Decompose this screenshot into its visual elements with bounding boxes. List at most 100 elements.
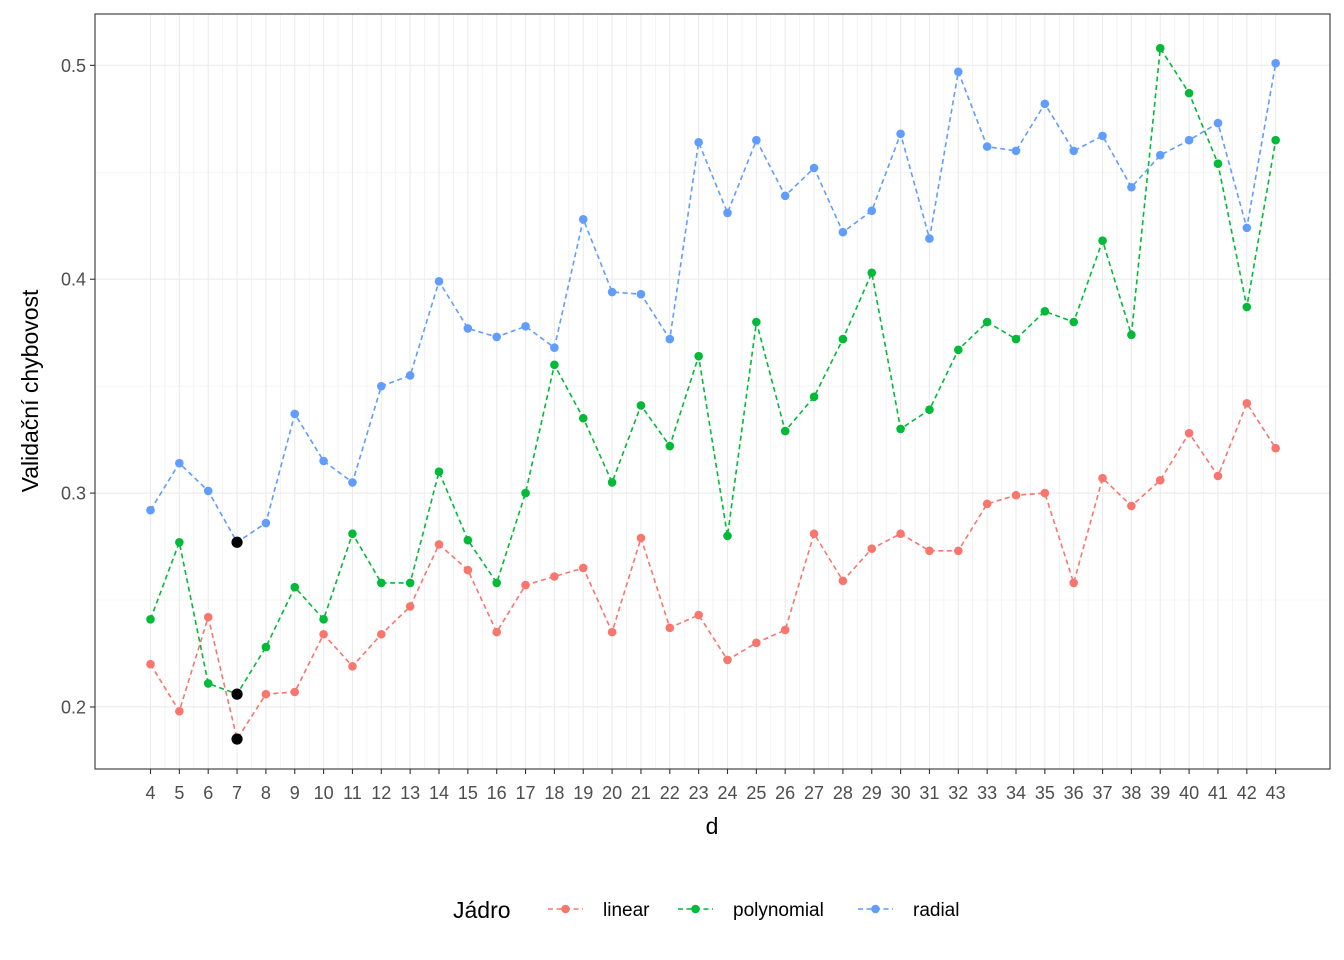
- data-point-radial: [954, 67, 963, 77]
- data-point-polynomial: [1069, 317, 1078, 327]
- x-tick-label: 38: [1121, 783, 1141, 803]
- legend-item-radial: radial: [858, 900, 959, 921]
- x-axis: 4 5 6 7 8 9 10 11 12 13 14 15 16 17 18 19 20 21 22 23 24 25 26…: [145, 769, 1286, 803]
- data-point-linear: [809, 529, 819, 539]
- data-point-linear: [694, 610, 703, 620]
- data-point-radial: [578, 215, 588, 224]
- data-point-radial: [521, 321, 530, 331]
- data-point-polynomial: [1011, 334, 1021, 344]
- y-axis-title: Validační chybovost: [17, 289, 43, 492]
- series-line-polynomial: [149, 45, 1277, 696]
- data-point-linear: [146, 659, 155, 669]
- x-tick-label: 5: [174, 783, 184, 803]
- data-point-polynomial: [492, 578, 502, 588]
- data-point-radial: [752, 135, 761, 145]
- data-point-polynomial: [146, 614, 155, 624]
- data-point-polynomial: [1271, 135, 1280, 145]
- data-point-polynomial: [290, 582, 300, 592]
- data-point-polynomial: [377, 578, 386, 588]
- data-point-polynomial: [809, 392, 819, 402]
- data-point-radial: [838, 227, 848, 237]
- data-point-radial: [203, 486, 213, 496]
- data-point-linear: [954, 546, 963, 556]
- data-point-polynomial: [867, 268, 877, 278]
- x-tick-label: 18: [544, 783, 564, 803]
- data-point-linear: [1098, 473, 1107, 483]
- data-point-radial: [1155, 150, 1165, 160]
- series-linear: [146, 398, 1280, 744]
- series-line-radial: [149, 63, 1277, 544]
- x-tick-label: 30: [891, 783, 911, 803]
- data-point-linear: [175, 706, 184, 716]
- data-point-polynomial: [954, 345, 963, 355]
- data-point-linear: [521, 580, 530, 590]
- legend-keys: linear polynomial radial: [548, 900, 959, 921]
- legend-key-point-linear: [561, 904, 570, 914]
- x-tick-label: 34: [1006, 783, 1026, 803]
- x-tick-label: 28: [833, 783, 853, 803]
- x-tick-label: 17: [516, 783, 536, 803]
- data-point-polynomial: [1184, 88, 1194, 98]
- data-point-polynomial: [694, 351, 703, 361]
- data-point-linear: [203, 612, 213, 622]
- data-point-polynomial: [780, 426, 790, 436]
- data-point-linear: [665, 623, 675, 633]
- data-point-radial: [665, 334, 675, 344]
- data-point-radial: [896, 129, 905, 139]
- x-tick-label: 20: [602, 783, 622, 803]
- data-point-linear: [896, 529, 905, 539]
- data-point-linear: [607, 627, 617, 637]
- x-tick-label: 33: [977, 783, 997, 803]
- x-tick-label: 42: [1237, 783, 1257, 803]
- data-point-linear: [550, 572, 559, 581]
- x-tick-label: 8: [261, 783, 271, 803]
- highlight-point: [231, 536, 243, 548]
- data-point-radial: [550, 343, 559, 352]
- data-point-radial: [463, 324, 473, 333]
- data-point-polynomial: [752, 317, 761, 327]
- x-tick-label: 35: [1035, 783, 1055, 803]
- data-point-linear: [348, 662, 357, 671]
- legend: Jádro linear polynomial radial: [453, 897, 959, 923]
- data-point-polynomial: [261, 642, 271, 652]
- data-point-linear: [377, 629, 386, 639]
- data-point-linear: [463, 565, 473, 575]
- data-point-radial: [1213, 118, 1223, 128]
- x-tick-label: 7: [232, 783, 242, 803]
- data-point-polynomial: [348, 529, 357, 539]
- panel-border: [94, 13, 1331, 770]
- data-point-polynomial: [1213, 159, 1223, 169]
- legend-item-linear: linear: [548, 900, 650, 921]
- x-tick-label: 25: [746, 783, 766, 803]
- y-tick-label: 0.4: [61, 270, 86, 290]
- data-point-radial: [434, 277, 444, 286]
- data-point-polynomial: [607, 478, 617, 487]
- data-point-linear: [1271, 443, 1280, 453]
- data-point-polynomial: [636, 401, 646, 410]
- x-tick-label: 36: [1064, 783, 1084, 803]
- legend-label-linear: linear: [603, 900, 650, 921]
- x-tick-label: 15: [458, 783, 478, 803]
- x-tick-label: 37: [1093, 783, 1113, 803]
- data-point-linear: [838, 576, 848, 586]
- data-point-linear: [1069, 578, 1078, 588]
- data-point-radial: [780, 191, 790, 201]
- data-point-radial: [694, 138, 703, 147]
- x-tick-label: 31: [919, 783, 939, 803]
- data-point-radial: [925, 234, 934, 243]
- data-point-linear: [1184, 428, 1194, 438]
- x-tick-label: 23: [689, 783, 709, 803]
- data-point-linear: [492, 627, 502, 637]
- data-point-linear: [867, 544, 877, 554]
- legend-title: Jádro: [453, 897, 511, 923]
- data-point-polynomial: [434, 467, 444, 477]
- legend-key-point-radial: [871, 904, 880, 914]
- y-tick-label: 0.2: [61, 697, 86, 717]
- data-point-radial: [1069, 146, 1078, 156]
- highlight-layer: [231, 536, 243, 745]
- data-point-radial: [146, 505, 155, 515]
- data-point-polynomial: [1098, 236, 1107, 246]
- x-tick-label: 19: [573, 783, 593, 803]
- data-point-linear: [405, 602, 415, 611]
- data-point-linear: [319, 629, 328, 639]
